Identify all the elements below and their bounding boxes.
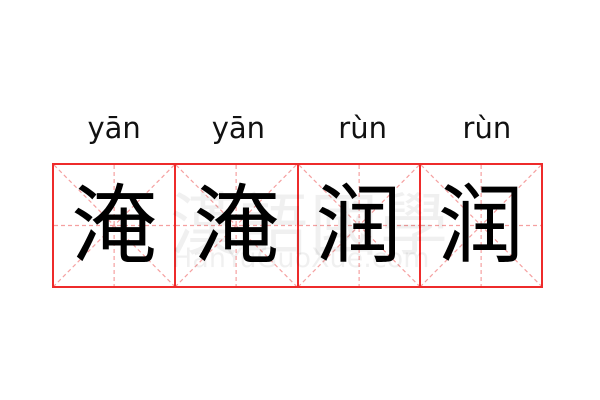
- character: 润: [437, 175, 524, 276]
- pinyin-1: yān: [87, 111, 141, 145]
- grid-cell: 淹: [174, 163, 299, 288]
- guide-lines: [54, 165, 174, 286]
- guide-lines: [421, 165, 541, 286]
- pinyin-2: yān: [211, 111, 266, 145]
- character: 润: [315, 175, 402, 276]
- pinyin-row: yān yān rùn rùn: [52, 108, 549, 148]
- pinyin-4: rùn: [462, 111, 512, 145]
- guide-lines: [176, 165, 296, 286]
- character-grid: 淹 淹 润 润: [52, 163, 549, 288]
- grid-cell: 润: [296, 163, 421, 288]
- pinyin-3: rùn: [338, 111, 387, 145]
- guide-lines: [299, 165, 419, 286]
- grid-cell: 淹: [52, 163, 177, 288]
- character: 淹: [193, 175, 280, 276]
- grid-cell: 润: [418, 163, 543, 288]
- character: 淹: [71, 175, 158, 276]
